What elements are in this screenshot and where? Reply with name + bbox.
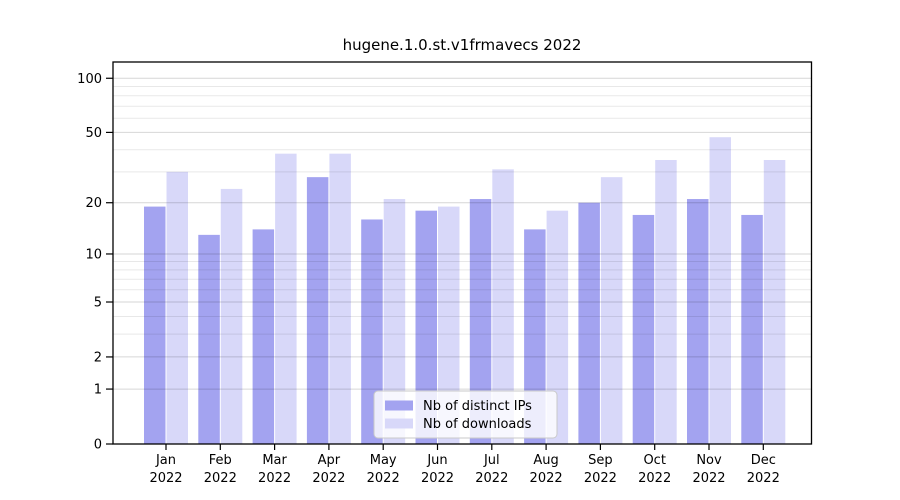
bar-downloads-jan <box>166 171 188 444</box>
x-tick-label-month-oct: Oct <box>643 453 665 468</box>
bar-downloads-dec <box>763 160 786 444</box>
x-tick-label-month-apr: Apr <box>318 453 341 468</box>
x-tick-label-year-mar: 2022 <box>258 471 291 486</box>
x-tick-label-year-feb: 2022 <box>204 471 237 486</box>
bar-downloads-jun <box>438 206 460 444</box>
bar-downloads-jul <box>492 169 514 444</box>
bar-distinct-ips-may <box>361 219 383 444</box>
bar-downloads-apr <box>329 153 351 444</box>
x-tick-label-month-dec: Dec <box>751 453 776 468</box>
y-tick-label-10: 10 <box>85 247 102 262</box>
bar-downloads-feb <box>220 188 243 444</box>
x-tick-label-year-may: 2022 <box>367 471 400 486</box>
bar-distinct-ips-jan <box>144 206 166 444</box>
x-tick-label-year-oct: 2022 <box>638 471 671 486</box>
bar-distinct-ips-oct <box>632 214 655 444</box>
x-tick-label-month-feb: Feb <box>209 453 232 468</box>
y-tick-label-1: 1 <box>94 383 102 398</box>
bar-downloads-sep <box>600 177 623 444</box>
x-tick-label-month-aug: Aug <box>533 453 558 468</box>
x-tick-label-month-nov: Nov <box>696 453 722 468</box>
chart-title: hugene.1.0.st.v1frmavecs 2022 <box>342 36 582 54</box>
bar-downloads-mar <box>275 153 297 444</box>
bar-distinct-ips-nov <box>687 199 709 444</box>
x-tick-label-month-jun: Jun <box>426 453 447 468</box>
legend-label-downloads: Nb of downloads <box>423 417 532 432</box>
bar-distinct-ips-sep <box>578 202 600 444</box>
bar-distinct-ips-dec <box>741 214 763 444</box>
x-tick-label-year-aug: 2022 <box>530 471 563 486</box>
bar-distinct-ips-apr <box>306 177 329 444</box>
plot-border <box>112 61 813 445</box>
legend-label-distinct-ips: Nb of distinct IPs <box>423 399 532 414</box>
y-tick-label-50: 50 <box>85 126 102 141</box>
x-tick-label-month-sep: Sep <box>588 453 613 468</box>
bar-distinct-ips-aug <box>524 229 546 444</box>
y-tick-label-5: 5 <box>94 296 102 311</box>
bar-downloads-may <box>383 199 406 444</box>
y-tick-label-2: 2 <box>94 350 102 365</box>
bar-downloads-aug <box>546 210 569 444</box>
x-tick-label-year-sep: 2022 <box>584 471 617 486</box>
x-tick-label-month-jul: Jul <box>483 453 500 468</box>
y-tick-label-20: 20 <box>85 196 102 211</box>
legend-swatch-downloads <box>385 418 413 429</box>
x-tick-label-year-jan: 2022 <box>149 471 182 486</box>
y-tick-label-0: 0 <box>94 438 102 453</box>
x-tick-label-year-nov: 2022 <box>692 471 725 486</box>
legend-swatch-distinct-ips <box>385 400 413 411</box>
legend-box <box>373 390 558 439</box>
x-tick-label-month-mar: Mar <box>262 453 287 468</box>
bar-downloads-nov <box>709 137 731 444</box>
x-tick-label-year-jul: 2022 <box>475 471 508 486</box>
x-tick-label-year-jun: 2022 <box>421 471 454 486</box>
bar-distinct-ips-jul <box>469 199 492 444</box>
x-tick-label-month-jan: Jan <box>155 453 176 468</box>
bar-distinct-ips-feb <box>198 234 220 444</box>
x-tick-label-year-dec: 2022 <box>747 471 780 486</box>
y-tick-label-100: 100 <box>77 72 102 87</box>
x-tick-label-year-apr: 2022 <box>312 471 345 486</box>
x-tick-label-month-may: May <box>370 453 397 468</box>
bar-distinct-ips-mar <box>252 229 275 444</box>
bar-distinct-ips-jun <box>415 210 437 444</box>
bar-downloads-oct <box>655 160 677 444</box>
